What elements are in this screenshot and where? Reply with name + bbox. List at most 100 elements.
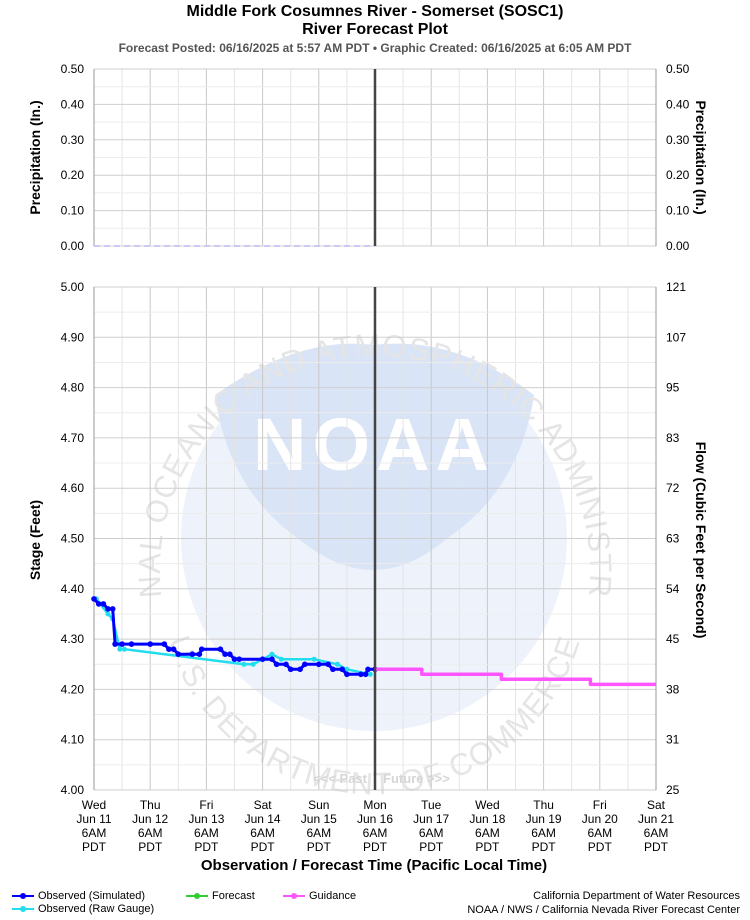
x-tick-day: Wed bbox=[475, 798, 499, 812]
observed-simulated-point bbox=[302, 661, 308, 668]
precip-right-tick-label: 0.10 bbox=[666, 204, 690, 218]
legend-swatch-observed-raw bbox=[12, 906, 34, 912]
precip-left-tick-label: 0.10 bbox=[61, 204, 85, 218]
x-tick-tz: PDT bbox=[475, 840, 500, 854]
observed-simulated-point bbox=[259, 656, 266, 662]
observed-simulated-point bbox=[112, 641, 118, 647]
x-tick-time: 6AM bbox=[531, 826, 556, 840]
precip-right-axis-label: Precipitation (In.) bbox=[693, 100, 709, 214]
x-tick-date: Jun 13 bbox=[188, 812, 224, 826]
stage-tick-label: 4.20 bbox=[61, 682, 85, 696]
x-tick-time: 6AM bbox=[644, 826, 669, 840]
observed-simulated-point bbox=[325, 661, 332, 668]
observed-raw-point bbox=[121, 646, 127, 652]
stage-tick-label: 4.60 bbox=[61, 481, 85, 495]
stage-tick-label: 5.00 bbox=[61, 280, 85, 294]
observed-simulated-point bbox=[105, 606, 111, 612]
x-tick-day: Mon bbox=[363, 798, 386, 812]
observed-simulated-point bbox=[330, 666, 336, 673]
x-tick-tz: PDT bbox=[644, 840, 669, 854]
x-tick-day: Sat bbox=[647, 798, 666, 812]
flow-tick-label: 107 bbox=[666, 330, 686, 344]
x-axis-label: Observation / Forecast Time (Pacific Loc… bbox=[201, 857, 547, 874]
x-tick-time: 6AM bbox=[587, 826, 612, 840]
observed-simulated-point bbox=[198, 646, 205, 652]
precip-left-tick-label: 0.30 bbox=[61, 133, 85, 147]
legend-swatch-observed-simulated bbox=[12, 893, 34, 899]
x-tick-day: Thu bbox=[533, 798, 554, 812]
x-tick-date: Jun 21 bbox=[638, 812, 674, 826]
precip-right-tick-label: 0.30 bbox=[666, 133, 690, 147]
observed-simulated-point bbox=[95, 601, 102, 607]
precip-left-tick-label: 0.50 bbox=[61, 62, 85, 76]
legend-item-observed-simulated: Observed (Simulated) bbox=[12, 890, 145, 902]
observed-raw-point bbox=[269, 651, 275, 657]
precip-right-tick-label: 0.20 bbox=[666, 168, 690, 182]
observed-raw-point bbox=[278, 656, 284, 662]
legend-item-guidance: Guidance bbox=[283, 890, 356, 902]
observed-simulated-point bbox=[161, 641, 168, 647]
x-tick-tz: PDT bbox=[138, 840, 163, 854]
observed-raw-point bbox=[241, 661, 247, 667]
observed-simulated-point bbox=[227, 651, 233, 657]
legend-label-guidance: Guidance bbox=[309, 890, 357, 902]
x-tick-date: Jun 18 bbox=[469, 812, 505, 826]
precip-left-tick-label: 0.40 bbox=[61, 97, 85, 111]
observed-simulated-point bbox=[273, 661, 280, 668]
x-tick-day: Sun bbox=[308, 798, 329, 812]
x-tick-time: 6AM bbox=[419, 826, 444, 840]
observed-simulated-point bbox=[100, 601, 107, 607]
x-tick-date: Jun 19 bbox=[526, 812, 562, 826]
observed-raw-point bbox=[335, 661, 340, 667]
x-tick-time: 6AM bbox=[475, 826, 500, 840]
precip-left-axis-label: Precipitation (In.) bbox=[27, 100, 43, 214]
x-tick-day: Fri bbox=[199, 798, 213, 812]
x-tick-time: 6AM bbox=[250, 826, 275, 840]
precip-left-tick-label: 0.20 bbox=[61, 168, 85, 182]
observed-simulated-point bbox=[297, 666, 303, 673]
observed-simulated-point bbox=[362, 671, 369, 678]
precip-right-tick-label: 0.50 bbox=[666, 62, 690, 76]
legend-swatch-forecast bbox=[186, 893, 208, 899]
observed-simulated-point bbox=[196, 651, 203, 657]
x-tick-time: 6AM bbox=[82, 826, 107, 840]
observed-simulated-point bbox=[217, 646, 224, 652]
observed-simulated-point bbox=[91, 596, 97, 602]
observed-simulated-point bbox=[344, 671, 350, 678]
x-tick-day: Wed bbox=[82, 798, 106, 812]
x-tick-date: Jun 14 bbox=[245, 812, 281, 826]
posted-timestamp: Forecast Posted: 06/16/2025 at 5:57 AM P… bbox=[118, 41, 632, 55]
x-tick-tz: PDT bbox=[532, 840, 557, 854]
flow-axis-label: Flow (Cubic Feet per Second) bbox=[693, 442, 709, 639]
legend-item-observed-raw: Observed (Raw Gauge) bbox=[12, 903, 154, 915]
flow-tick-label: 31 bbox=[666, 733, 680, 747]
observed-simulated-point bbox=[287, 666, 294, 673]
x-tick-day: Fri bbox=[593, 798, 607, 812]
noaa-watermark: NOAANATIONAL OCEANIC AND ATMOSPHERIC ADM… bbox=[0, 0, 617, 802]
observed-simulated-point bbox=[170, 646, 177, 652]
observed-simulated-point bbox=[119, 641, 125, 647]
x-tick-time: 6AM bbox=[306, 826, 331, 840]
stage-tick-label: 4.00 bbox=[61, 783, 85, 797]
future-label: Future >>> bbox=[383, 771, 450, 786]
x-tick-tz: PDT bbox=[194, 840, 219, 854]
observed-simulated-point bbox=[269, 656, 275, 662]
x-tick-tz: PDT bbox=[588, 840, 613, 854]
observed-raw-point bbox=[250, 661, 256, 667]
legend-label-observed-raw: Observed (Raw Gauge) bbox=[38, 903, 155, 915]
x-tick-date: Jun 11 bbox=[76, 812, 111, 826]
chart-subtitle: River Forecast Plot bbox=[302, 21, 448, 38]
observed-simulated-point bbox=[166, 646, 172, 652]
x-tick-day: Thu bbox=[140, 798, 161, 812]
flow-tick-label: 83 bbox=[666, 431, 680, 445]
observed-raw-point bbox=[344, 666, 350, 672]
